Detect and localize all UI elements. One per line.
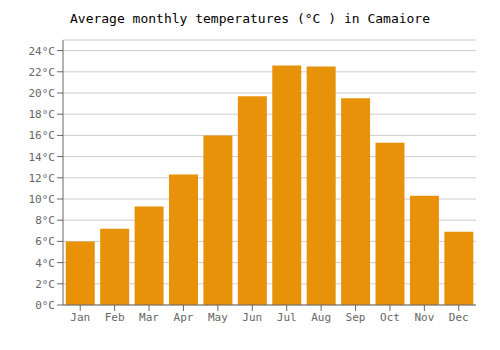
svg-text:Feb: Feb <box>105 311 125 324</box>
svg-text:Apr: Apr <box>174 311 194 324</box>
svg-text:24°C: 24°C <box>29 45 56 58</box>
svg-text:Sep: Sep <box>346 311 366 324</box>
svg-text:8°C: 8°C <box>35 214 55 227</box>
svg-text:May: May <box>208 311 228 324</box>
svg-text:22°C: 22°C <box>29 66 56 79</box>
svg-text:Oct: Oct <box>380 311 400 324</box>
svg-text:14°C: 14°C <box>29 151 56 164</box>
svg-text:4°C: 4°C <box>35 257 55 270</box>
svg-text:6°C: 6°C <box>35 235 55 248</box>
svg-text:Aug: Aug <box>311 311 331 324</box>
svg-text:Jul: Jul <box>277 311 297 324</box>
svg-text:Mar: Mar <box>139 311 159 324</box>
svg-text:10°C: 10°C <box>29 193 56 206</box>
svg-text:16°C: 16°C <box>29 129 56 142</box>
svg-text:0°C: 0°C <box>35 299 55 312</box>
svg-text:18°C: 18°C <box>29 108 56 121</box>
svg-text:Nov: Nov <box>414 311 434 324</box>
svg-text:Dec: Dec <box>449 311 469 324</box>
svg-text:20°C: 20°C <box>29 87 56 100</box>
html-text:Average monthly temperatures (: Average monthly temperatures (°C ) in Ca… <box>70 11 430 26</box>
svg-text:12°C: 12°C <box>29 172 56 185</box>
svg-text:Jan: Jan <box>70 311 90 324</box>
svg-text:2°C: 2°C <box>35 278 55 291</box>
svg-text:Jun: Jun <box>242 311 262 324</box>
